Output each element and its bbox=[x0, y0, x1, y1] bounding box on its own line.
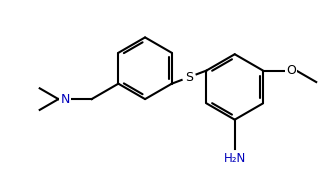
Text: H₂N: H₂N bbox=[224, 152, 246, 165]
Text: S: S bbox=[185, 71, 193, 84]
Text: N: N bbox=[61, 93, 70, 106]
Text: O: O bbox=[286, 64, 296, 77]
